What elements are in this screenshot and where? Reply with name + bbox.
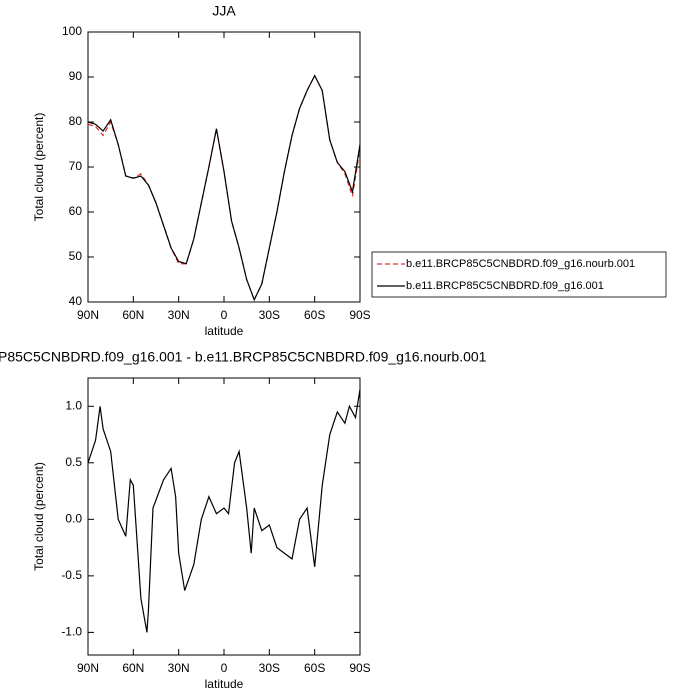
- legend-box: [371, 251, 667, 298]
- x-tick-label: 60S: [304, 661, 325, 675]
- x-tick-label: 30S: [259, 661, 280, 675]
- x-axis-label: latitude: [205, 677, 244, 691]
- x-tick-label: 60S: [304, 308, 325, 322]
- series-line: [87, 74, 361, 302]
- y-tick-label: 70: [69, 159, 83, 173]
- y-tick-label: 1.0: [65, 398, 82, 412]
- x-tick-label: 30N: [168, 661, 190, 675]
- y-tick-label: -1.0: [61, 625, 82, 639]
- y-axis-label: Total cloud (percent): [32, 113, 46, 222]
- x-tick-label: 0: [221, 308, 228, 322]
- y-tick-label: 0.5: [65, 455, 82, 469]
- x-tick-label: 30N: [168, 308, 190, 322]
- plot-frame: [87, 31, 361, 303]
- series-line: [87, 74, 361, 302]
- x-tick-label: 60N: [122, 308, 144, 322]
- x-tick-label: 90S: [349, 661, 370, 675]
- x-tick-label: 60N: [122, 661, 144, 675]
- y-tick-label: 90: [69, 69, 83, 83]
- y-axis-label: Total cloud (percent): [32, 462, 46, 571]
- y-tick-label: 50: [69, 249, 83, 263]
- x-tick-label: 90N: [77, 308, 99, 322]
- x-tick-label: 30S: [259, 308, 280, 322]
- y-tick-label: 100: [62, 24, 82, 38]
- x-tick-label: 90N: [77, 661, 99, 675]
- x-axis-label: latitude: [205, 324, 244, 338]
- chart-title: P85C5CNBDRD.f09_g16.001 - b.e11.BRCP85C5…: [0, 349, 487, 365]
- y-tick-label: -0.5: [61, 568, 82, 582]
- chart-title: JJA: [212, 3, 236, 19]
- series-line: [87, 389, 361, 633]
- legend-label: b.e11.BRCP85C5CNBDRD.f09_g16.001: [406, 280, 604, 292]
- y-tick-label: 80: [69, 114, 83, 128]
- y-tick-label: 0.0: [65, 511, 82, 525]
- legend-label: b.e11.BRCP85C5CNBDRD.f09_g16.nourb.001: [406, 258, 635, 270]
- x-tick-label: 0: [221, 661, 228, 675]
- y-tick-label: 40: [69, 294, 83, 308]
- y-tick-label: 60: [69, 204, 83, 218]
- x-tick-label: 90S: [349, 308, 370, 322]
